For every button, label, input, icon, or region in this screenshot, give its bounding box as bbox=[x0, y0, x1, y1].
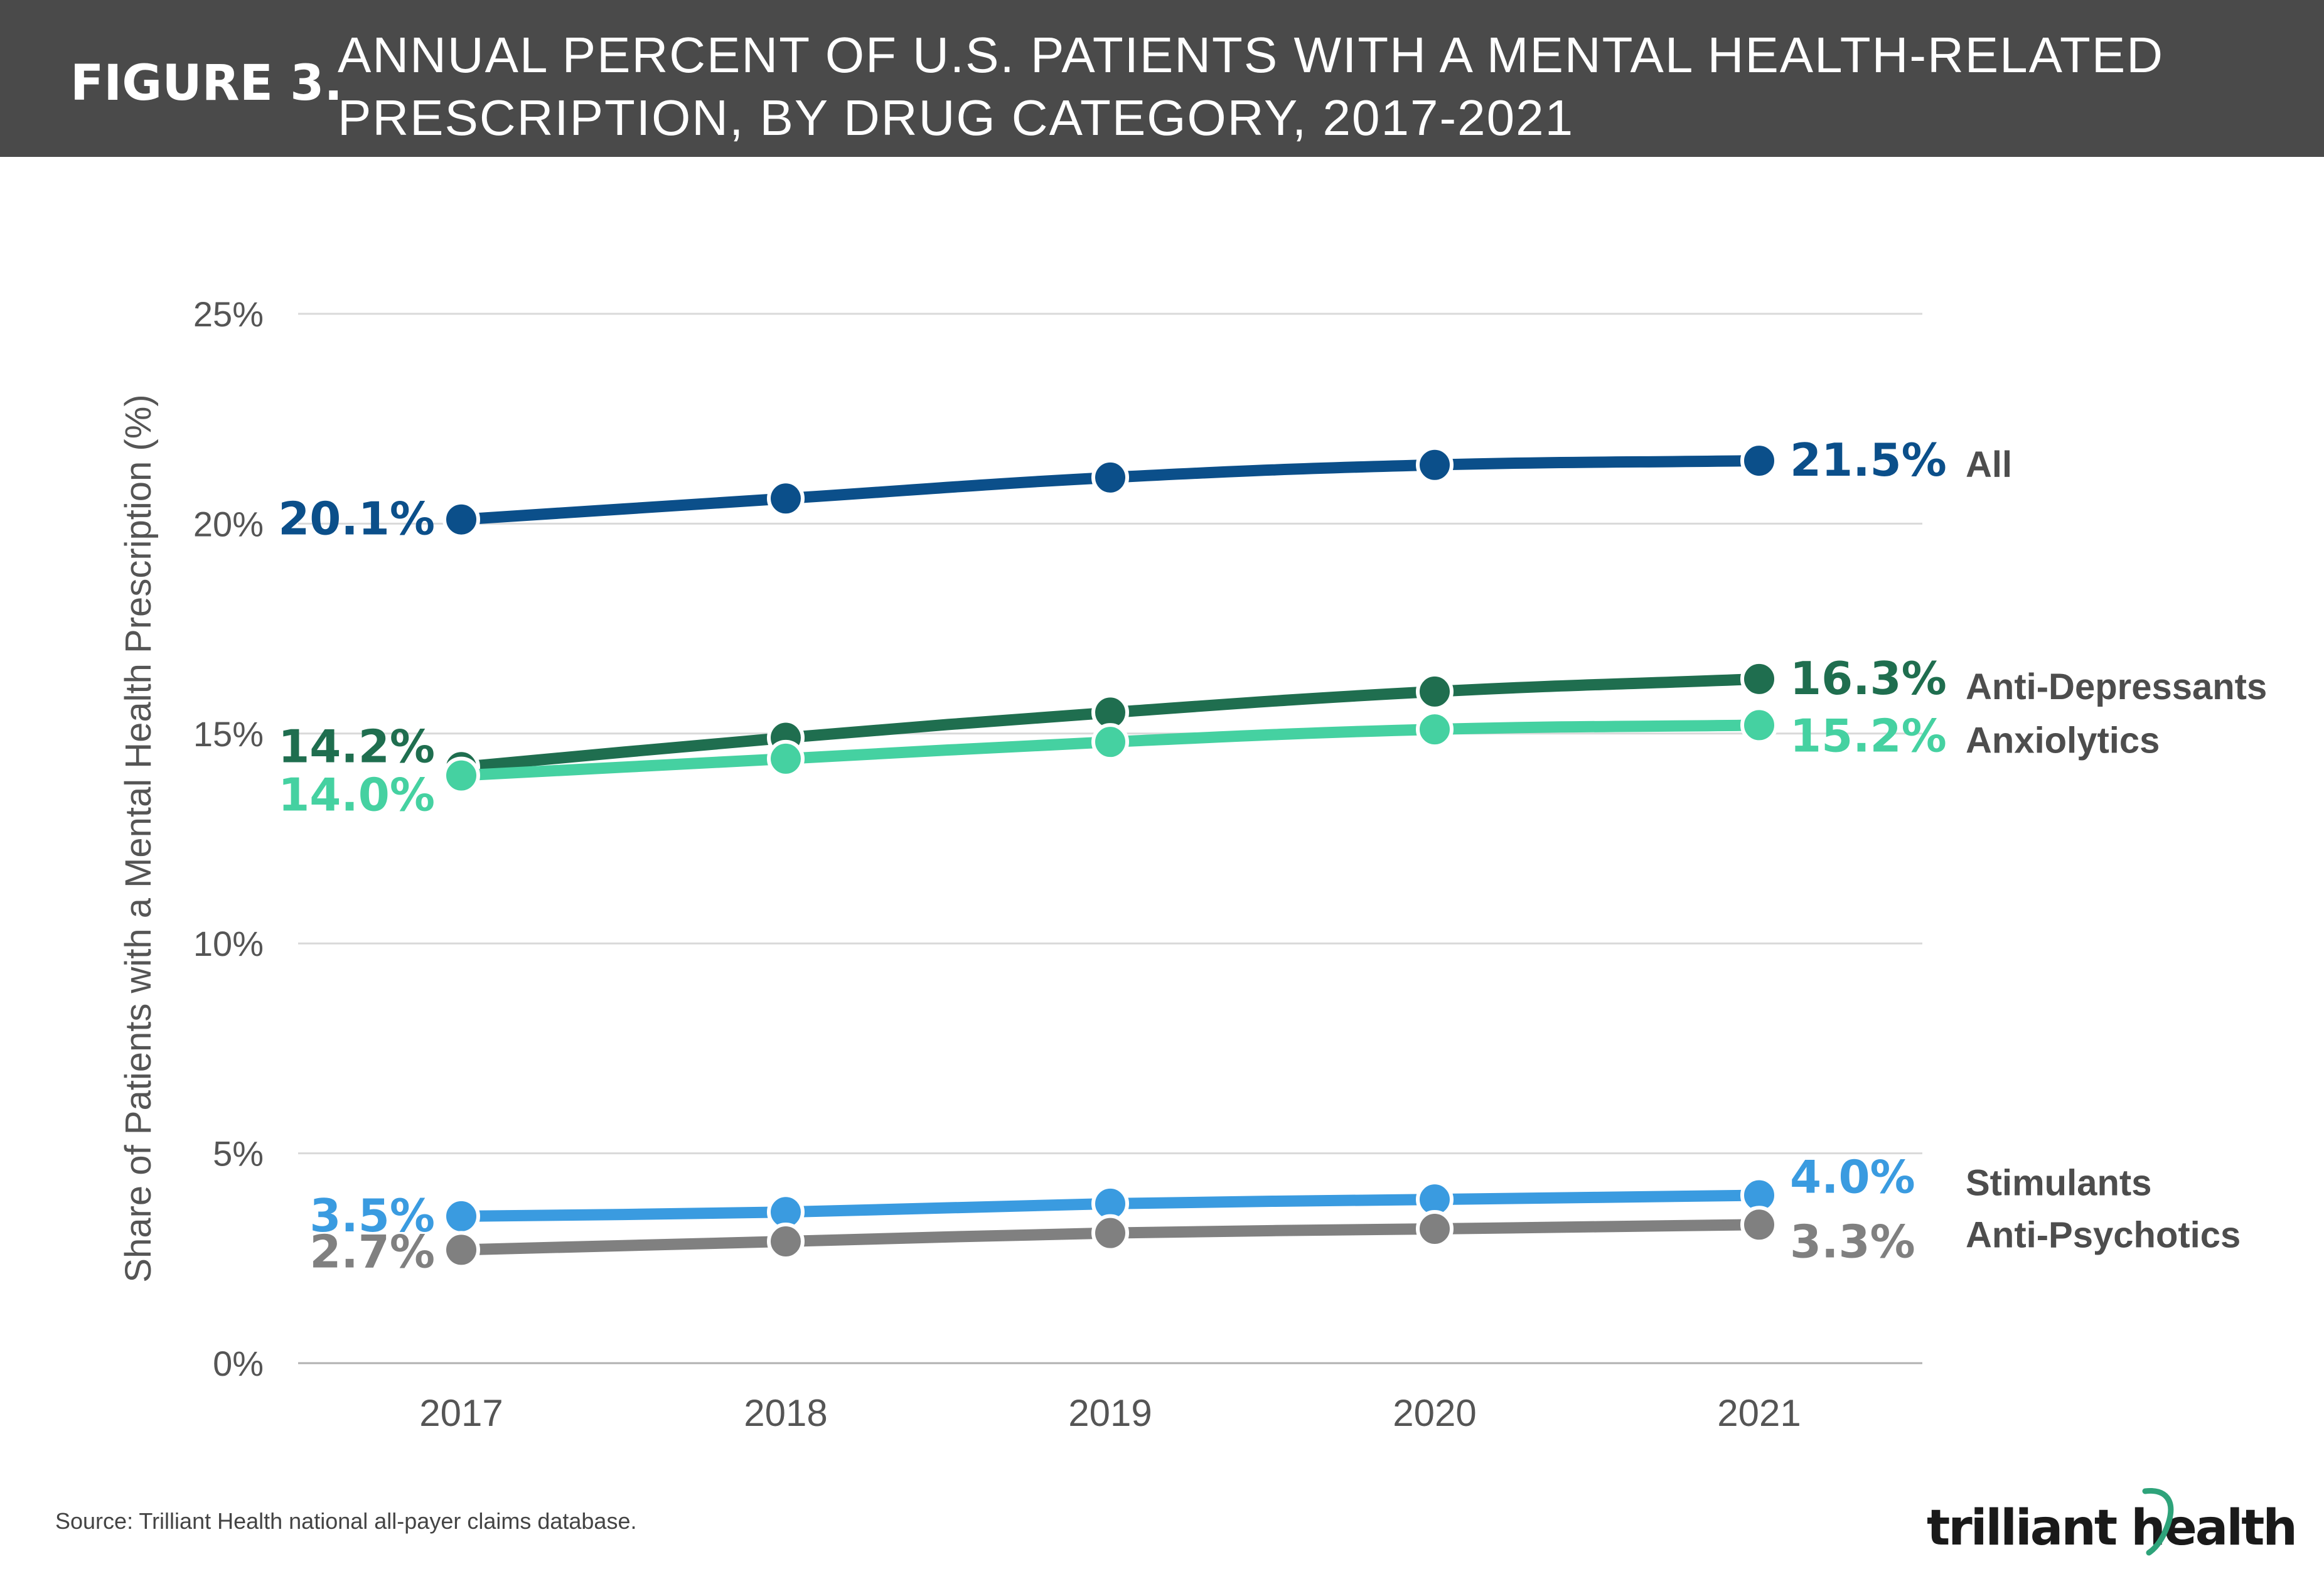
data-point bbox=[1740, 442, 1778, 480]
start-value-label: 2.7% bbox=[309, 1225, 435, 1278]
data-point bbox=[1416, 446, 1454, 484]
data-point bbox=[767, 739, 805, 778]
start-value-label: 20.1% bbox=[278, 493, 435, 545]
series-name-label: Anti-Psychotics bbox=[1966, 1214, 2241, 1255]
figure-label: FIGURE 3. bbox=[70, 55, 343, 112]
data-point bbox=[1091, 723, 1129, 761]
figure-title: ANNUAL PERCENT OF U.S. PATIENTS WITH A M… bbox=[338, 24, 2164, 149]
data-point bbox=[1091, 1214, 1129, 1252]
x-tick-label: 2017 bbox=[419, 1392, 503, 1434]
data-point bbox=[442, 1231, 480, 1269]
data-point bbox=[1740, 706, 1778, 744]
figure-title-line-2: PRESCRIPTION, BY DRUG CATEGORY, 2017-202… bbox=[338, 90, 1575, 146]
start-value-label: 14.0% bbox=[278, 769, 435, 822]
source-note: Source: Trilliant Health national all-pa… bbox=[55, 1508, 637, 1534]
data-point bbox=[1416, 672, 1454, 710]
x-tick-label: 2021 bbox=[1717, 1392, 1801, 1434]
y-axis-label: Share of Patients with a Mental Health P… bbox=[118, 394, 159, 1282]
series-name-label: Anti-Depressants bbox=[1966, 667, 2267, 707]
data-point bbox=[1416, 710, 1454, 749]
x-tick-label: 2020 bbox=[1393, 1392, 1476, 1434]
data-point bbox=[442, 756, 480, 795]
data-point bbox=[1740, 660, 1778, 698]
figure-title-line-1: ANNUAL PERCENT OF U.S. PATIENTS WITH A M… bbox=[338, 27, 2165, 83]
end-value-label: 21.5% bbox=[1790, 434, 1947, 486]
data-point bbox=[1740, 1206, 1778, 1244]
data-point bbox=[767, 1223, 805, 1261]
y-tick-label: 5% bbox=[213, 1134, 264, 1174]
brand-logo: trilliant health bbox=[1927, 1487, 2298, 1563]
series-name-label: All bbox=[1966, 444, 2012, 485]
data-point bbox=[442, 1197, 480, 1235]
x-tick-label: 2019 bbox=[1068, 1392, 1152, 1434]
series-name-label: Stimulants bbox=[1966, 1162, 2152, 1203]
figure-header: FIGURE 3. ANNUAL PERCENT OF U.S. PATIENT… bbox=[0, 0, 2324, 157]
series-name-label: Anxiolytics bbox=[1966, 720, 2160, 761]
y-tick-label: 10% bbox=[193, 924, 264, 963]
data-point bbox=[1091, 458, 1129, 496]
start-value-label: 14.2% bbox=[278, 720, 435, 773]
end-value-label: 15.2% bbox=[1790, 709, 1947, 762]
y-tick-label: 0% bbox=[213, 1344, 264, 1383]
x-tick-label: 2018 bbox=[744, 1392, 827, 1434]
data-point bbox=[767, 479, 805, 518]
data-point bbox=[442, 500, 480, 538]
end-value-label: 4.0% bbox=[1790, 1150, 1915, 1203]
data-point bbox=[1416, 1209, 1454, 1248]
start-value-label: 3.5% bbox=[309, 1189, 435, 1242]
y-tick-label: 20% bbox=[193, 504, 264, 544]
y-tick-label: 15% bbox=[193, 714, 264, 754]
end-value-label: 3.3% bbox=[1790, 1215, 1915, 1268]
end-value-label: 16.3% bbox=[1790, 652, 1947, 705]
y-tick-label: 25% bbox=[193, 294, 264, 334]
brand-logo-text: trilliant health bbox=[1927, 1500, 2298, 1556]
logo-swoosh-icon bbox=[2142, 1487, 2174, 1556]
